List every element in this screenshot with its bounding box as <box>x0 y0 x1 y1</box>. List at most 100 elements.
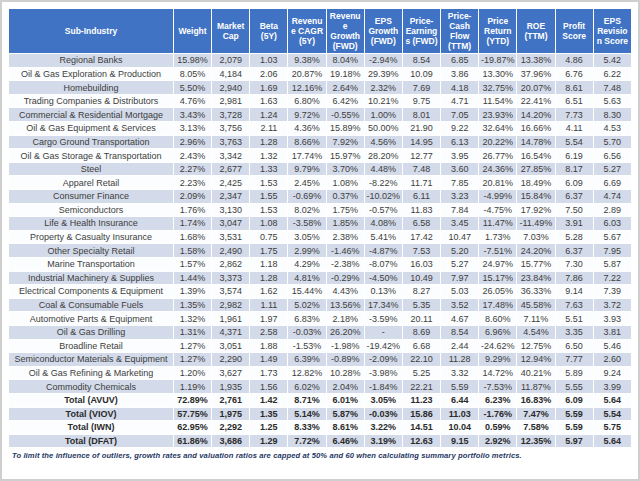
value-cell: 10.09 <box>402 67 440 81</box>
value-cell: 3.35 <box>555 325 593 339</box>
value-cell: -10.02% <box>364 190 402 204</box>
value-cell: 9.72% <box>288 108 326 122</box>
sub-industry-cell: Automotive Parts & Equipment <box>9 312 174 326</box>
value-cell: -0.55% <box>326 108 364 122</box>
value-cell: 28.20% <box>364 149 402 163</box>
value-cell: 1.63 <box>250 94 288 108</box>
value-cell: 1.08% <box>326 176 364 190</box>
value-cell: 6.37 <box>555 190 593 204</box>
value-cell: 50.00% <box>364 122 402 136</box>
value-cell: 1.31% <box>173 325 211 339</box>
table-row: Oil & Gas Equipment & Services3.13%3,756… <box>9 122 632 136</box>
value-cell: 5.14% <box>288 407 326 421</box>
value-cell: 1.55 <box>250 190 288 204</box>
table-row: Oil & Gas Refining & Marketing1.20%3,627… <box>9 366 632 380</box>
column-header: Weight <box>173 9 211 54</box>
sub-industry-cell: Trading Companies & Distributors <box>9 94 174 108</box>
value-cell: 12.77 <box>402 149 440 163</box>
value-cell: 5.59 <box>441 380 479 394</box>
value-cell: 5.46 <box>593 339 631 353</box>
value-cell: 3,342 <box>212 149 250 163</box>
value-cell: 20.22% <box>479 135 517 149</box>
table-card: Sub-IndustryWeightMarket CapBeta (5Y)Rev… <box>0 0 640 481</box>
value-cell: 3,373 <box>212 271 250 285</box>
value-cell: 26.20% <box>326 325 364 339</box>
value-cell: 17.42 <box>402 230 440 244</box>
value-cell: 17.34% <box>364 298 402 312</box>
value-cell: 1.76% <box>173 203 211 217</box>
value-cell: 7.50 <box>555 203 593 217</box>
value-cell: 6.51 <box>555 94 593 108</box>
value-cell: 5.59 <box>555 421 593 435</box>
value-cell: 3,130 <box>212 203 250 217</box>
value-cell: 6.80% <box>288 94 326 108</box>
value-cell: 2.43% <box>173 149 211 163</box>
value-cell: 5.64 <box>593 393 631 407</box>
value-cell: -2.94% <box>364 54 402 68</box>
value-cell: -3.58% <box>288 217 326 231</box>
value-cell: 2.23% <box>173 176 211 190</box>
value-cell: 1.42 <box>250 393 288 407</box>
value-cell: 4.36% <box>288 122 326 136</box>
table-row: Oil & Gas Storage & Transportation2.43%3… <box>9 149 632 163</box>
value-cell: 8.30 <box>593 108 631 122</box>
value-cell: -0.57% <box>364 203 402 217</box>
value-cell: 1.88 <box>250 339 288 353</box>
value-cell: 5.89 <box>555 366 593 380</box>
table-row: Property & Casualty Insurance1.68%3,5310… <box>9 230 632 244</box>
value-cell: 10.49 <box>402 271 440 285</box>
sub-industry-cell: Marine Transportation <box>9 257 174 271</box>
value-cell: 4.86 <box>555 54 593 68</box>
column-header: EPS Growth (FWD) <box>364 9 402 54</box>
value-cell: 5.59 <box>555 407 593 421</box>
value-cell: 2.92% <box>479 434 517 448</box>
value-cell: 15.84% <box>517 190 555 204</box>
column-header: Price-Cash Flow (TTM) <box>441 9 479 54</box>
sub-industry-cell: Oil & Gas Storage & Transportation <box>9 149 174 163</box>
value-cell: -3.59% <box>364 312 402 326</box>
value-cell: 32.64% <box>479 122 517 136</box>
value-cell: -0.69% <box>288 190 326 204</box>
value-cell: 4.54% <box>517 325 555 339</box>
value-cell: 5.55 <box>555 380 593 394</box>
sub-industry-cell: Commodity Chemicals <box>9 380 174 394</box>
value-cell: 8.61 <box>555 81 593 95</box>
value-cell: 4,184 <box>212 67 250 81</box>
value-cell: 9.29% <box>479 353 517 367</box>
value-cell: 1.35 <box>250 407 288 421</box>
value-cell: 4.81% <box>288 271 326 285</box>
value-cell: 5.25 <box>402 366 440 380</box>
value-cell: 7.97 <box>441 271 479 285</box>
value-cell: 7.85 <box>441 176 479 190</box>
value-cell: 40.21% <box>517 366 555 380</box>
sub-industry-cell: Regional Banks <box>9 54 174 68</box>
value-cell: 7.95 <box>593 244 631 258</box>
value-cell: 7.48 <box>402 162 440 176</box>
value-cell: 23.93% <box>479 108 517 122</box>
value-cell: 23.84% <box>517 271 555 285</box>
value-cell: 11.23 <box>402 393 440 407</box>
total-row: Total (VIOV)57.75%1,9751.355.14%5.87%-0.… <box>9 407 632 421</box>
value-cell: 15.44% <box>288 285 326 299</box>
value-cell: 3.22% <box>364 421 402 435</box>
table-row: Commodity Chemicals1.19%1,9351.566.02%2.… <box>9 380 632 394</box>
value-cell: 5.67 <box>593 230 631 244</box>
value-cell: 5.63 <box>593 94 631 108</box>
value-cell: 3.32 <box>441 366 479 380</box>
value-cell: 2,425 <box>212 176 250 190</box>
value-cell: 2.06 <box>250 67 288 81</box>
value-cell: 1.27% <box>173 353 211 367</box>
value-cell: 7.47% <box>517 407 555 421</box>
value-cell: 1.35% <box>173 298 211 312</box>
value-cell: -0.89% <box>326 353 364 367</box>
value-cell: 6.68 <box>402 339 440 353</box>
value-cell: 15.89% <box>326 122 364 136</box>
value-cell: 5.87 <box>593 257 631 271</box>
sub-industry-cell: Oil & Gas Refining & Marketing <box>9 366 174 380</box>
value-cell: 7.84 <box>441 203 479 217</box>
table-row: Trading Companies & Distributors4.76%2,9… <box>9 94 632 108</box>
value-cell: 10.47 <box>441 230 479 244</box>
sub-industry-cell: Oil & Gas Exploration & Production <box>9 67 174 81</box>
value-cell: -19.42% <box>364 339 402 353</box>
value-cell: 8.05% <box>173 67 211 81</box>
